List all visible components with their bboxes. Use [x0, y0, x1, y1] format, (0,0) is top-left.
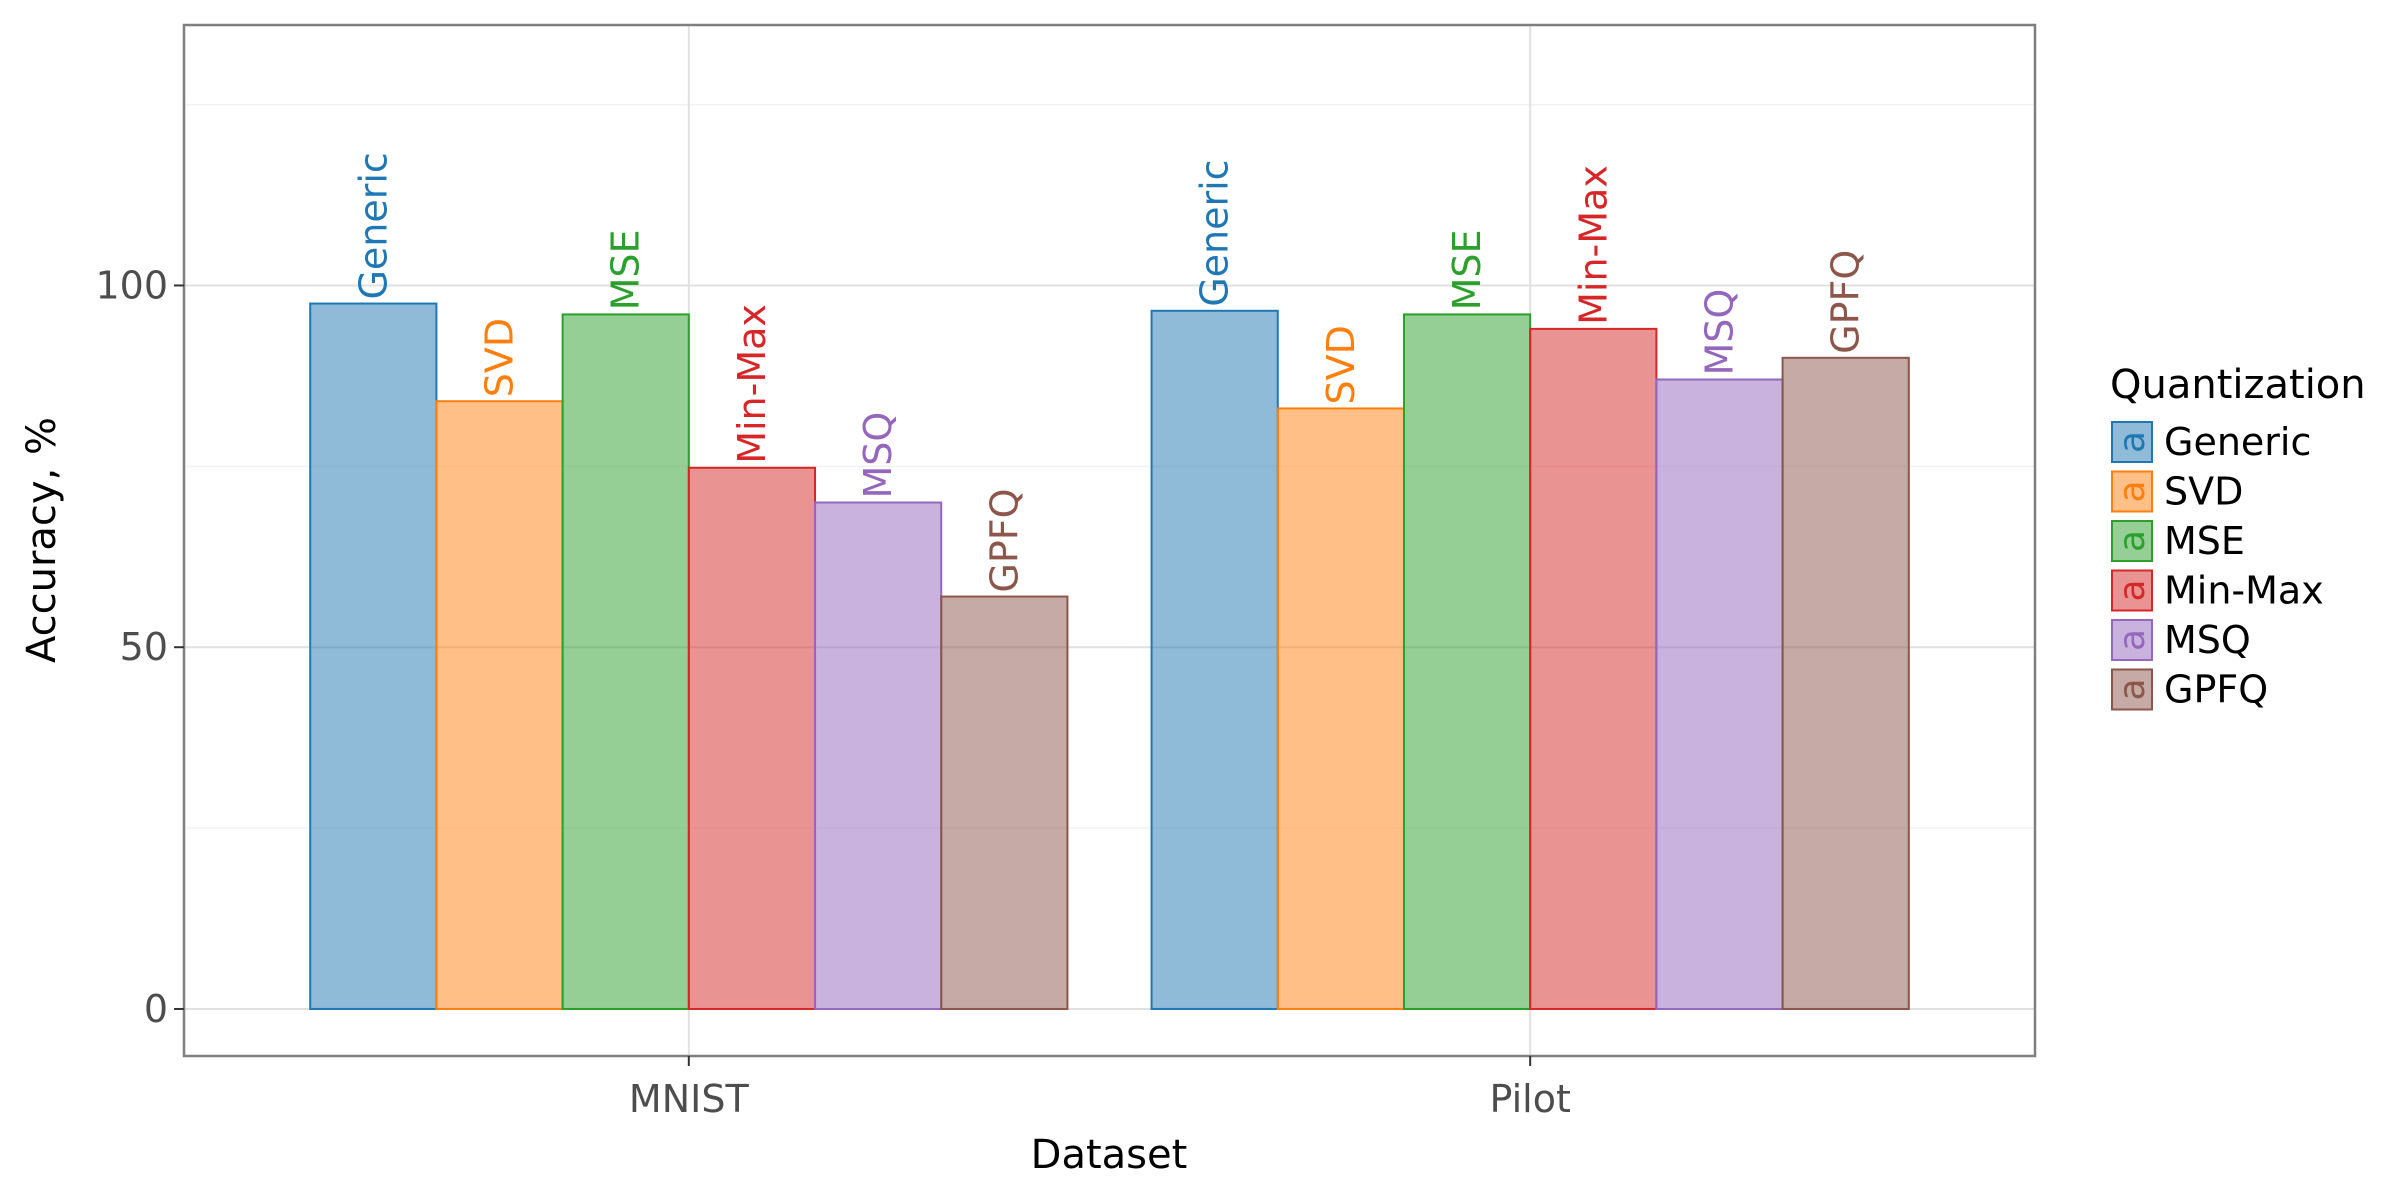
bar	[940, 595, 1069, 1010]
bar-label: Generic	[351, 152, 395, 299]
bar-label: GPFQ	[1824, 250, 1868, 354]
legend: Quantization a Generic a SVD a MSE a Min-Max a MS…	[2110, 362, 2366, 712]
legend-key	[2111, 619, 2153, 661]
bar	[309, 302, 438, 1010]
legend-key	[2111, 470, 2153, 513]
bar-label: Min-Max	[1571, 165, 1615, 325]
bar-label: MSE	[1445, 229, 1489, 310]
bar	[1529, 327, 1658, 1010]
legend-key-glyph: a	[2112, 678, 2153, 700]
y-tick-label: 100	[95, 263, 168, 307]
legend-label: MSQ	[2164, 618, 2251, 662]
legend-label: SVD	[2164, 470, 2243, 514]
bar-label: SVD	[478, 318, 522, 397]
bar	[1655, 378, 1784, 1010]
panel-border	[182, 23, 2037, 1058]
legend-label: GPFQ	[2164, 668, 2268, 712]
legend-key-glyph: a	[2112, 431, 2153, 453]
bar-label: Min-Max	[730, 304, 774, 464]
legend-key	[2111, 421, 2153, 463]
y-axis-title: Accuracy, %	[19, 417, 65, 663]
x-tick-label: MNIST	[629, 1077, 750, 1121]
legend-key	[2111, 569, 2153, 612]
bar-label: MSQ	[1697, 289, 1741, 376]
legend-label: Generic	[2164, 420, 2311, 464]
bar	[1276, 407, 1405, 1010]
bar	[814, 501, 943, 1010]
bar	[1150, 309, 1279, 1010]
bar	[435, 400, 564, 1010]
legend-label: MSE	[2164, 519, 2245, 563]
bar-label: SVD	[1319, 325, 1363, 404]
bar	[1781, 356, 1910, 1010]
bar	[1402, 313, 1532, 1010]
legend-key	[2111, 668, 2153, 711]
bar-label: MSE	[604, 229, 648, 310]
legend-key-glyph: a	[2112, 530, 2153, 552]
legend-key	[2111, 520, 2153, 562]
bar-label: GPFQ	[982, 488, 1026, 592]
bar	[687, 466, 817, 1010]
y-tick-label: 50	[120, 625, 168, 669]
bar	[561, 313, 690, 1010]
legend-label: Min-Max	[2164, 569, 2324, 613]
legend-key-glyph: a	[2112, 629, 2153, 651]
x-axis-title: Dataset	[1031, 1132, 1188, 1178]
bar-label: MSQ	[856, 412, 900, 499]
legend-title: Quantization	[2110, 362, 2366, 408]
bar-label: Generic	[1193, 159, 1237, 306]
legend-key-glyph: a	[2112, 480, 2153, 502]
x-tick-label: Pilot	[1490, 1077, 1571, 1121]
legend-key-glyph: a	[2112, 579, 2153, 601]
y-tick-label: 0	[144, 987, 168, 1031]
